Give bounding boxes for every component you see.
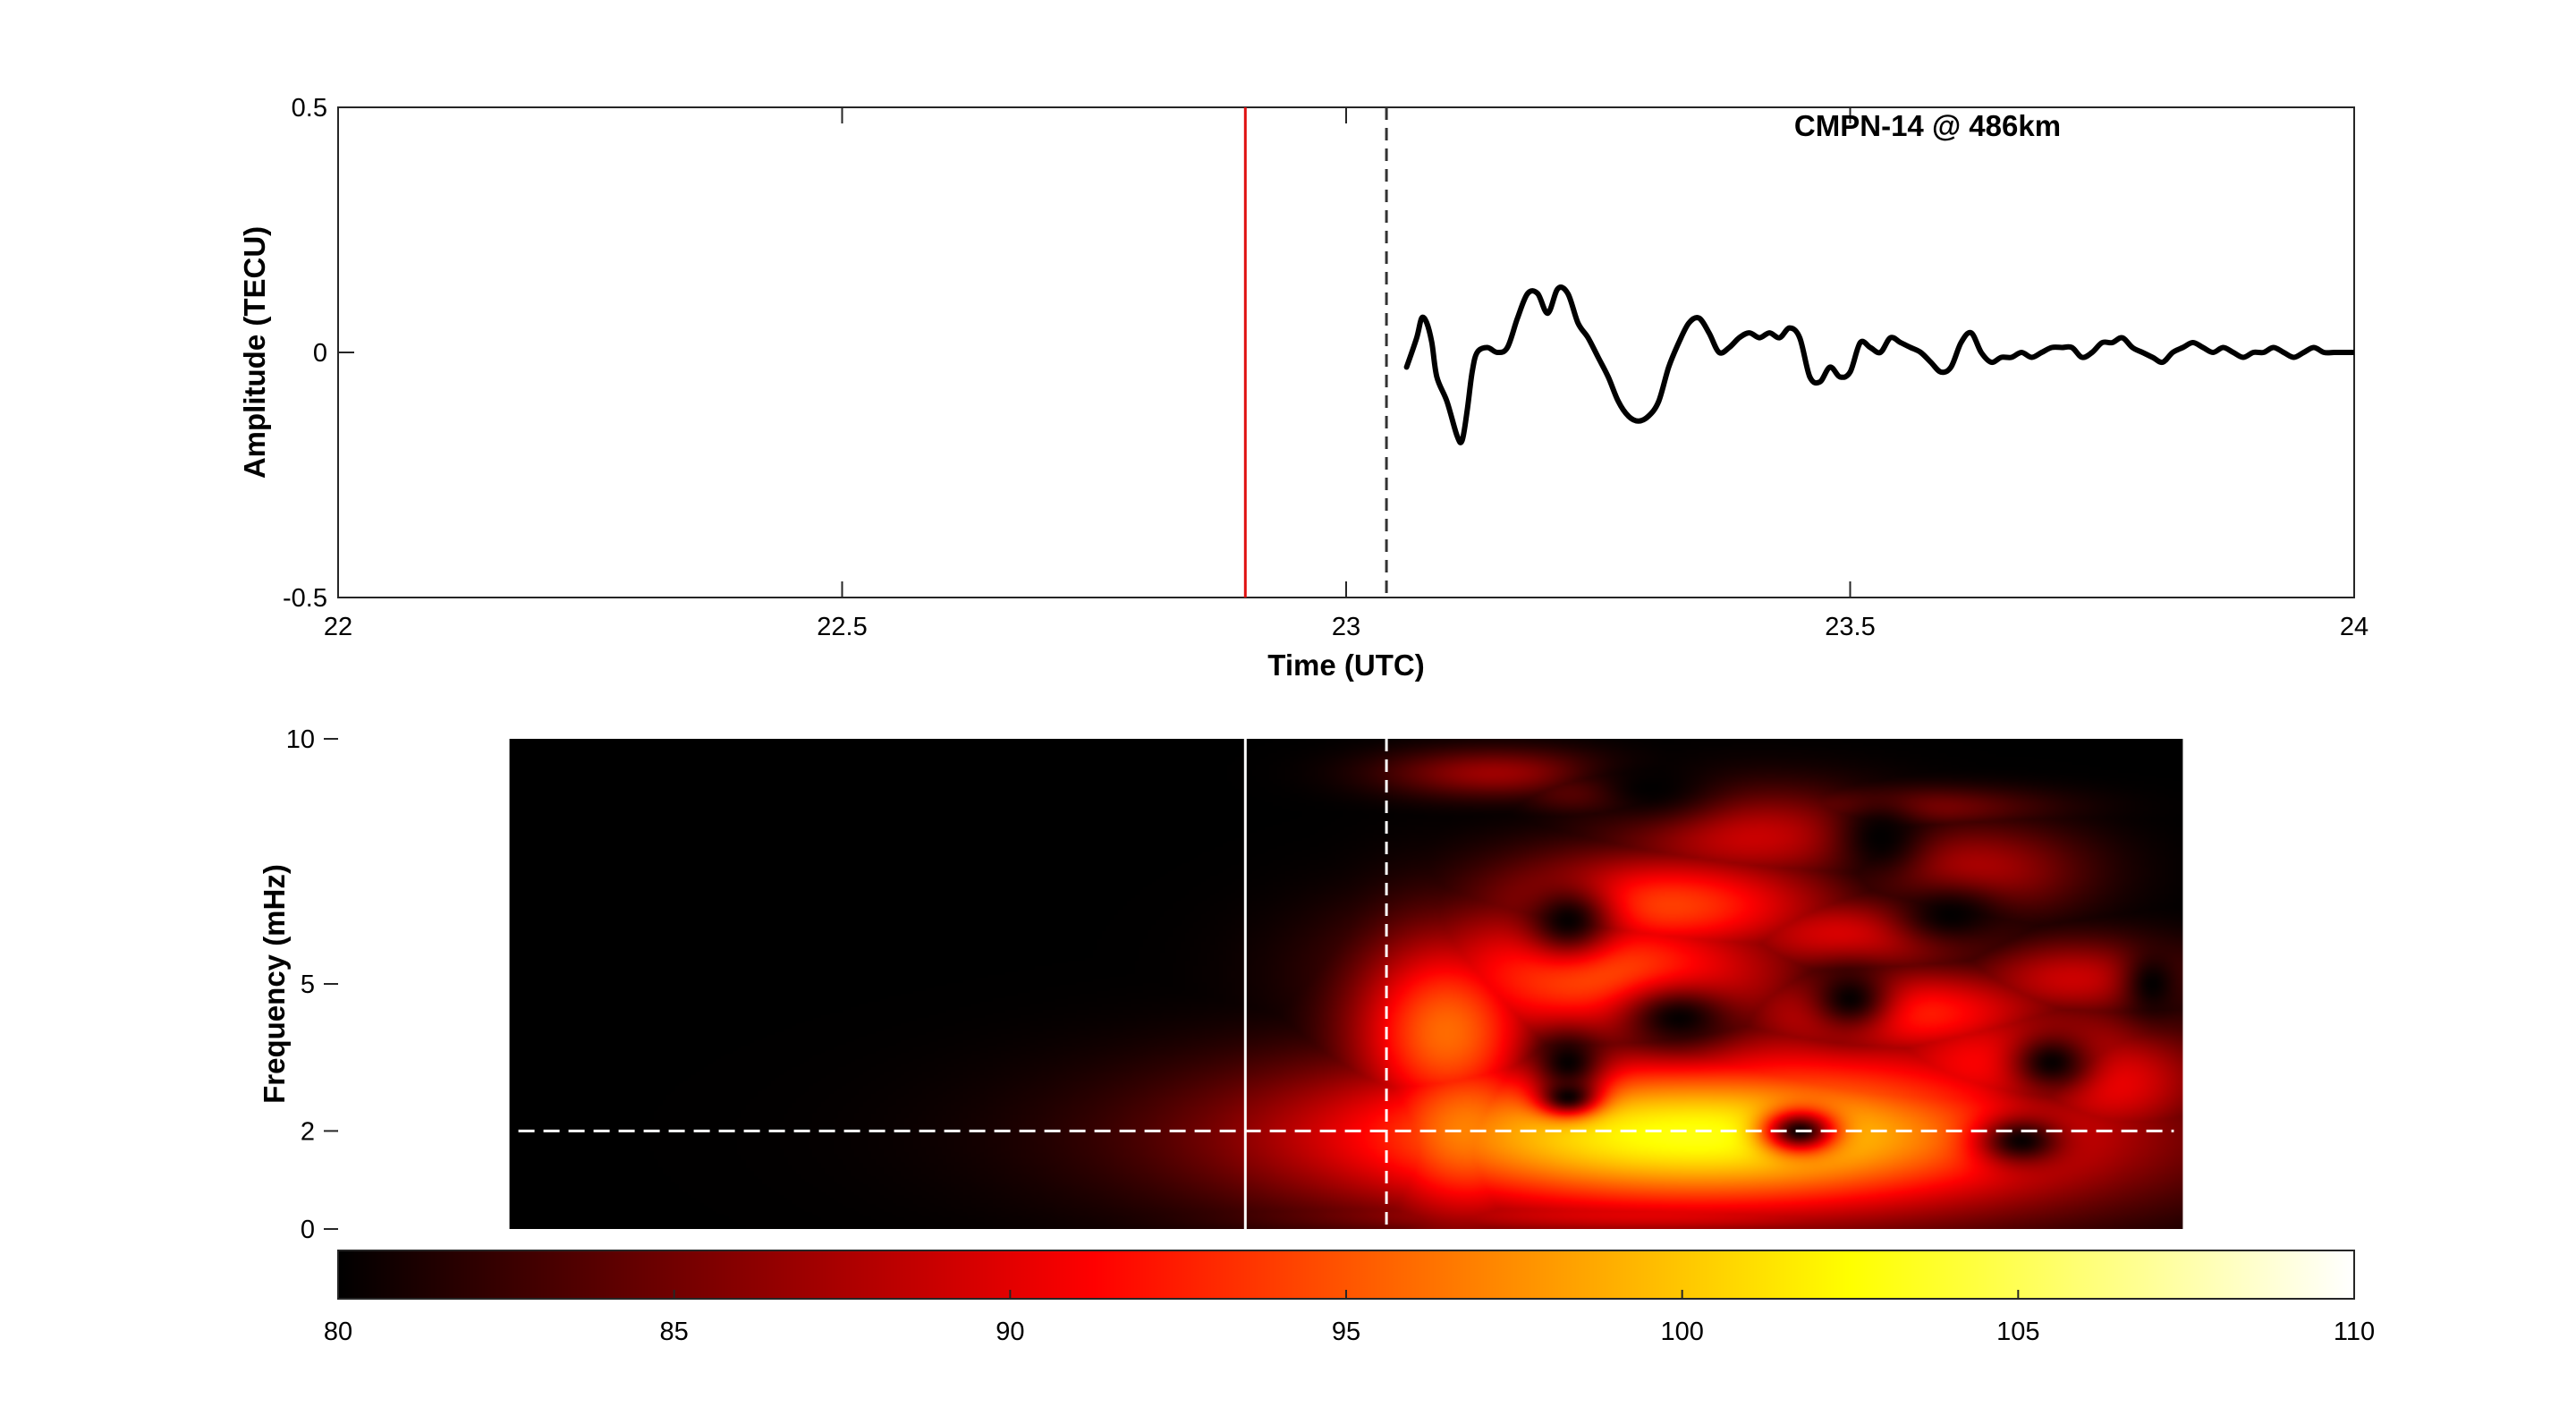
spectrogram-y-tick-label: 10 [286, 725, 315, 754]
colorbar-tick-label: 110 [2334, 1318, 2375, 1346]
amplitude-x-tick-label: 24 [2340, 613, 2368, 641]
colorbar-tick-label: 80 [324, 1318, 352, 1346]
amplitude-x-axis-label: Time (UTC) [1267, 648, 1424, 682]
amplitude-x-tick-label: 23 [1332, 613, 1360, 641]
tec-amplitude-series [1403, 284, 2354, 445]
colorbar-ticks: 80 85 90 95 100 105 110 [324, 1290, 2375, 1346]
amplitude-y-axis-label: Amplitude (TECU) [238, 226, 271, 479]
spectrogram-reference-lines [518, 739, 2174, 1229]
spectrogram-ticks: 0 2 5 10 [286, 725, 338, 1244]
colorbar: 80 85 90 95 100 105 110 [324, 1250, 2375, 1346]
amplitude-x-tick-label: 23.5 [1825, 613, 1875, 641]
amplitude-x-tick-label: 22.5 [817, 613, 867, 641]
amplitude-y-tick-label: 0 [313, 339, 327, 368]
amplitude-axes-box [337, 106, 2355, 598]
spectrogram-panel: 0 2 5 10 Frequency (mHz) [258, 725, 2354, 1244]
spectrogram-y-tick-label: 0 [301, 1216, 315, 1244]
colorbar-tick-label: 90 [996, 1318, 1024, 1346]
spectrogram-heatmap [509, 739, 2183, 1229]
amplitude-ticks: 22 22.5 23 23.5 24 -0.5 0 0.5 [283, 94, 2368, 641]
amplitude-chart-title: CMPN-14 @ 486km [1794, 109, 2061, 142]
colorbar-tick-label: 95 [1332, 1318, 1360, 1346]
amplitude-y-tick-label: -0.5 [283, 584, 327, 613]
amplitude-x-tick-label: 22 [324, 613, 352, 641]
spectrogram-y-tick-label: 2 [301, 1117, 315, 1146]
colorbar-tick-label: 105 [1996, 1318, 2039, 1346]
amplitude-y-tick-label: 0.5 [292, 94, 327, 123]
amplitude-event-lines [1243, 107, 1388, 598]
spectrogram-y-axis-label: Frequency (mHz) [258, 864, 291, 1104]
amplitude-panel: 22 22.5 23 23.5 24 -0.5 0 0.5 CMPN-14 @ 486km T… [238, 94, 2368, 682]
colorbar-tick-label: 100 [1660, 1318, 1703, 1346]
colorbar-tick-label: 85 [660, 1318, 689, 1346]
spectrogram-y-tick-label: 5 [301, 971, 315, 999]
